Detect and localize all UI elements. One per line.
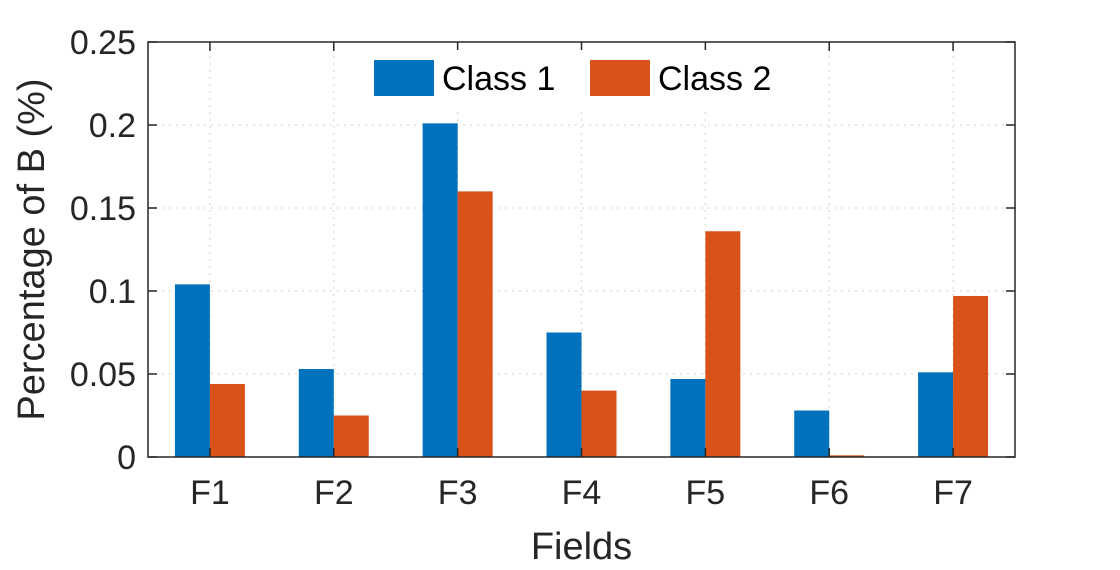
bar-class-2-f7 xyxy=(953,295,989,457)
x-tick-label: F7 xyxy=(933,474,973,512)
bar-class-1-f3 xyxy=(422,123,458,457)
grid-lines xyxy=(148,42,1015,457)
y-tick-label: 0.05 xyxy=(70,356,136,394)
y-tick-label: 0.2 xyxy=(89,107,136,145)
bar-class-1-f4 xyxy=(546,332,582,457)
bar-class-2-f3 xyxy=(457,191,493,457)
legend-swatch-class-1 xyxy=(374,60,434,96)
y-tick-label: 0.15 xyxy=(70,190,136,228)
x-tick-label: F1 xyxy=(190,474,230,512)
y-tick-labels: 0 0.05 0.1 0.15 0.2 0.25 xyxy=(70,24,136,477)
bar-class-1-f5 xyxy=(670,378,706,457)
legend-swatch-class-2 xyxy=(590,60,650,96)
legend-label: Class 1 xyxy=(442,60,555,98)
x-tick-label: F6 xyxy=(809,474,849,512)
y-tick-label: 0 xyxy=(117,439,136,477)
bar-class-1-f7 xyxy=(918,372,954,457)
tick-marks xyxy=(148,41,1015,458)
bar-class-2-f4 xyxy=(581,390,617,457)
x-tick-label: F4 xyxy=(562,474,602,512)
bars xyxy=(174,123,989,457)
x-axis-label: Fields xyxy=(531,526,632,568)
x-tick-labels: F1 F2 F3 F4 F5 F6 F7 xyxy=(190,474,973,512)
x-tick-label: F3 xyxy=(438,474,478,512)
bar-class-1-f6 xyxy=(794,410,830,457)
bar-class-2-f6 xyxy=(829,455,865,457)
y-axis-label: Percentage of B (%) xyxy=(11,78,53,420)
bar-class-2-f5 xyxy=(705,231,741,457)
legend[interactable]: Class 1 Class 2 xyxy=(362,50,792,110)
bar-class-2-f2 xyxy=(333,415,369,457)
x-tick-label: F5 xyxy=(686,474,726,512)
bar-class-1-f2 xyxy=(298,369,334,457)
y-tick-label: 0.25 xyxy=(70,24,136,62)
legend-label: Class 2 xyxy=(658,60,771,98)
bar-class-1-f1 xyxy=(174,284,210,457)
y-tick-label: 0.1 xyxy=(89,273,136,311)
bar-class-2-f1 xyxy=(209,383,245,457)
x-tick-label: F2 xyxy=(314,474,354,512)
